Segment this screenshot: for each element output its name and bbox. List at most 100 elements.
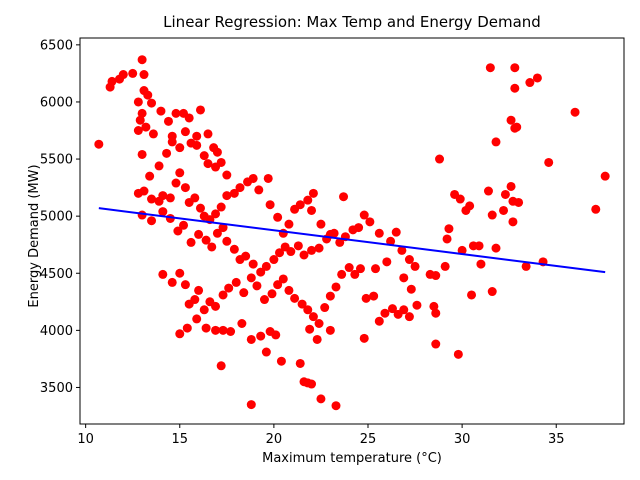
data-point	[218, 290, 228, 300]
data-point	[355, 264, 365, 274]
data-point	[284, 285, 294, 295]
data-point	[293, 241, 303, 251]
data-point	[273, 280, 283, 290]
data-point	[192, 140, 202, 150]
data-point	[175, 168, 185, 178]
data-point	[165, 193, 175, 203]
y-tick-label: 6500	[40, 38, 73, 53]
data-point	[133, 97, 143, 107]
data-point	[190, 193, 200, 203]
y-tick-label: 4500	[40, 267, 73, 282]
y-tick-label: 3500	[40, 381, 73, 396]
data-point	[314, 319, 324, 329]
data-point	[137, 149, 147, 159]
data-point	[404, 312, 414, 322]
chart-title: Linear Regression: Max Temp and Energy D…	[163, 13, 541, 31]
data-point	[171, 178, 181, 188]
data-point	[444, 224, 454, 234]
data-point	[252, 281, 262, 291]
y-tick-label: 5000	[40, 210, 73, 225]
y-axis: 3500 4000 4500 5000 5500 6000 6500	[40, 38, 80, 396]
data-point	[431, 271, 441, 281]
data-point	[180, 127, 190, 137]
x-tick-label: 25	[360, 432, 377, 447]
data-point	[295, 200, 305, 210]
data-point	[487, 210, 497, 220]
data-point	[506, 181, 516, 191]
data-point	[203, 159, 213, 169]
data-point	[94, 139, 104, 149]
data-point	[133, 188, 143, 198]
data-point	[141, 122, 151, 132]
x-tick-label: 15	[171, 432, 188, 447]
data-point	[211, 301, 221, 311]
data-point	[261, 347, 271, 357]
data-point	[265, 200, 275, 210]
data-point	[246, 400, 256, 410]
data-point	[521, 261, 531, 271]
data-point	[203, 129, 213, 139]
data-point	[440, 261, 450, 271]
data-point	[325, 325, 335, 335]
data-point	[374, 316, 384, 326]
data-point	[158, 191, 168, 201]
data-point	[307, 205, 317, 215]
data-point	[173, 226, 183, 236]
data-point	[135, 115, 145, 125]
data-point	[487, 287, 497, 297]
data-point	[397, 245, 407, 255]
data-point	[118, 70, 128, 80]
data-point	[263, 173, 273, 183]
data-point	[199, 151, 209, 161]
data-point	[137, 108, 147, 118]
data-point	[212, 228, 222, 238]
data-point	[500, 189, 510, 199]
data-point	[273, 212, 283, 222]
data-point	[350, 269, 360, 279]
data-point	[276, 356, 286, 366]
data-point	[591, 204, 601, 214]
data-point	[514, 197, 524, 207]
x-tick-label: 30	[454, 432, 471, 447]
regression-line	[98, 207, 606, 274]
data-point	[308, 312, 318, 322]
data-point	[139, 70, 149, 80]
data-point	[133, 126, 143, 136]
data-point	[184, 113, 194, 123]
data-point	[158, 207, 168, 217]
data-point	[192, 131, 202, 141]
data-point	[201, 323, 211, 333]
data-point	[259, 295, 269, 305]
x-axis: 10 15 20 25 30 35	[77, 424, 565, 447]
data-point	[387, 304, 397, 314]
data-point	[570, 107, 580, 117]
data-point	[491, 137, 501, 147]
data-point	[485, 63, 495, 73]
data-point	[147, 216, 157, 226]
data-point	[229, 188, 239, 198]
data-point	[275, 248, 285, 258]
data-point	[512, 122, 522, 132]
data-point	[491, 243, 501, 253]
data-point	[544, 157, 554, 167]
data-point	[271, 330, 281, 340]
data-point	[307, 245, 317, 255]
data-point	[474, 241, 484, 251]
data-point	[175, 143, 185, 153]
data-point	[303, 195, 313, 205]
data-point	[182, 323, 192, 333]
data-point	[239, 288, 249, 298]
data-point	[354, 223, 364, 233]
data-point	[442, 234, 452, 244]
data-point	[380, 308, 390, 318]
data-point	[207, 242, 217, 252]
data-point	[179, 220, 189, 230]
data-point	[404, 255, 414, 265]
data-point	[222, 191, 232, 201]
data-point	[147, 194, 157, 204]
data-point	[237, 319, 247, 329]
data-point	[218, 223, 228, 233]
data-point	[235, 183, 245, 193]
data-point	[374, 228, 384, 238]
data-point	[295, 358, 305, 368]
